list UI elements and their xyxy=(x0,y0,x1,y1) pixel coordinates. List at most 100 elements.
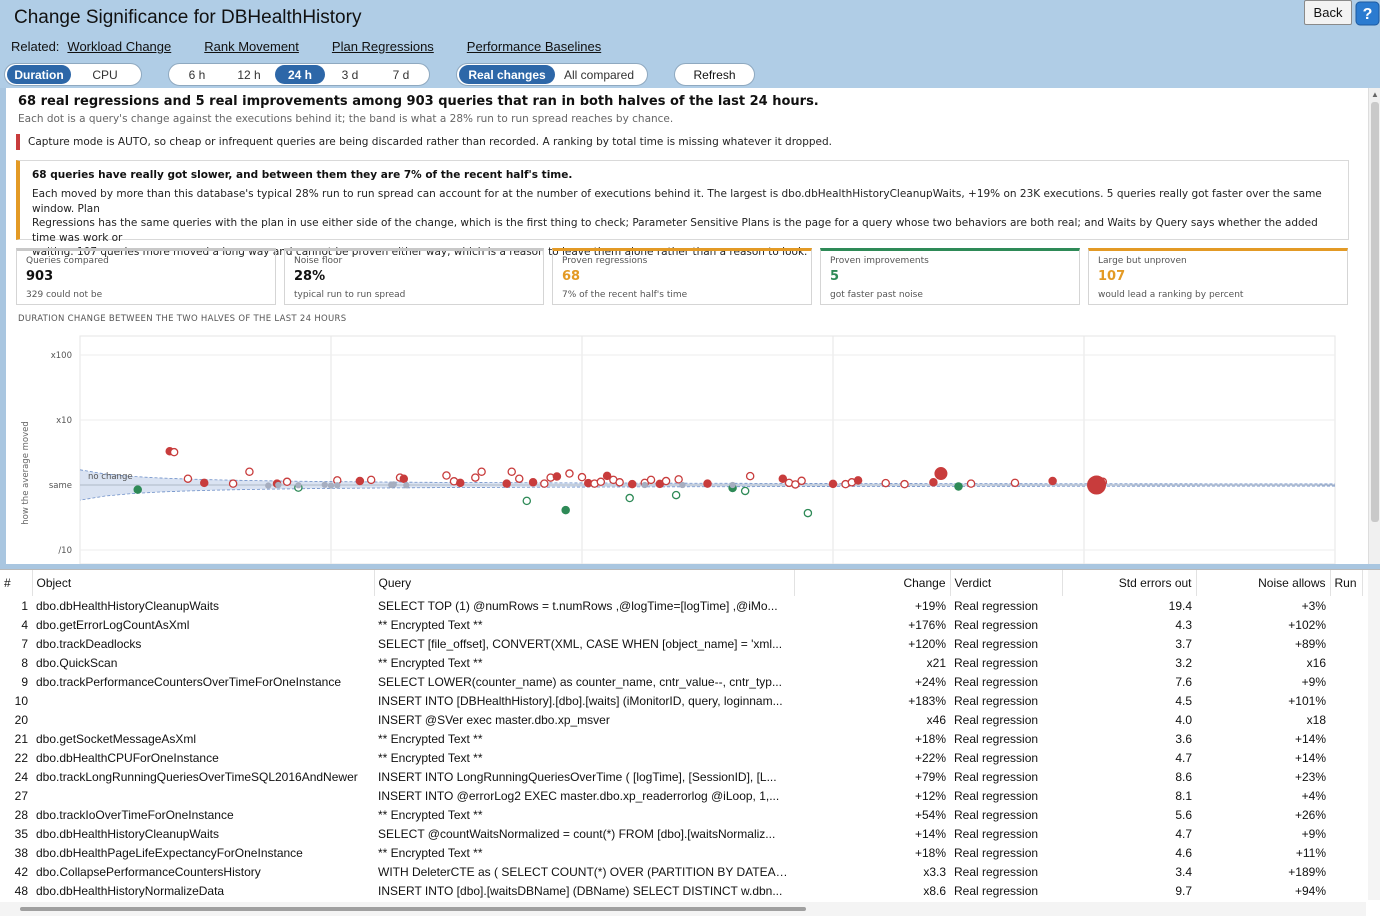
y-tick-label: x10 xyxy=(56,416,72,426)
regression-point xyxy=(245,467,254,476)
column-header[interactable]: Std errors out xyxy=(1062,570,1197,596)
column-header[interactable]: Object xyxy=(32,570,375,596)
refresh-button[interactable]: Refresh xyxy=(674,63,755,86)
link-workload-change[interactable]: Workload Change xyxy=(67,39,172,54)
scroll-thumb[interactable] xyxy=(1371,102,1379,522)
table-row[interactable]: 48 dbo.dbHealthHistoryNormalizeData INSERT… xyxy=(0,881,1362,900)
table-row[interactable]: 24 dbo.trackLongRunningQueriesOverTimeSQL… xyxy=(0,767,1362,786)
table-cell: 24 xyxy=(14,769,28,784)
table-scrollbar[interactable] xyxy=(1368,570,1380,900)
related-label: Related: xyxy=(11,39,60,54)
toggle-cpu[interactable]: CPU xyxy=(92,67,118,82)
regression-point xyxy=(1087,475,1107,495)
card-proven-improvements: Proven improvements 5 got faster past no… xyxy=(820,248,1080,305)
regression-point xyxy=(661,476,671,486)
toggle-3d[interactable]: 3 d xyxy=(341,67,359,82)
table-row[interactable]: 35 dbo.dbHealthHistoryCleanupWaits SELECT … xyxy=(0,824,1362,843)
toggle-duration[interactable]: Duration xyxy=(7,65,71,84)
table-cell: x16 xyxy=(1306,655,1326,670)
regression-point xyxy=(828,479,838,489)
table-cell: 4.3 xyxy=(1175,617,1192,632)
table-row[interactable]: 38 dbo.dbHealthPageLifeExpectancyForOneIn… xyxy=(0,843,1362,862)
regression-point xyxy=(456,478,465,488)
table-cell: +9% xyxy=(1301,826,1326,841)
table-cell xyxy=(1330,615,1362,634)
table-cell: +14% xyxy=(1294,731,1326,746)
toggle-7d[interactable]: 7 d xyxy=(392,67,410,82)
link-rank-movement[interactable]: Rank Movement xyxy=(204,39,299,54)
table-cell xyxy=(1330,862,1362,881)
regression-point xyxy=(602,471,612,481)
table-row[interactable]: 28 dbo.trackIoOverTimeForOneInstance ** En… xyxy=(0,805,1362,824)
table-cell: 3.2 xyxy=(1175,655,1192,670)
column-header[interactable]: Query xyxy=(374,570,795,596)
results-table-panel: # Object Query Change Verdict Std errors out N… xyxy=(0,569,1380,917)
improvement-point xyxy=(133,485,142,494)
scroll-up-icon[interactable]: ▲ xyxy=(1371,90,1379,99)
table-row[interactable]: 42 dbo.CollapsePerformanceCountersHistory… xyxy=(0,862,1362,881)
callout-title: 68 queries have really got slower, and b… xyxy=(32,169,573,181)
column-header[interactable]: Change xyxy=(794,570,951,596)
table-row[interactable]: 9 dbo.trackPerformanceCountersOverTimeFor… xyxy=(0,672,1362,691)
link-performance-baselines[interactable]: Performance Baselines xyxy=(466,39,602,54)
link-plan-regressions[interactable]: Plan Regressions xyxy=(331,39,434,54)
table-cell: 21 xyxy=(14,731,28,746)
hscroll-thumb[interactable] xyxy=(20,907,806,911)
neutral-point xyxy=(390,481,397,488)
table-row[interactable]: 27 INSERT INTO @errorLog2 EXEC master.dbo… xyxy=(0,786,1362,805)
regression-point xyxy=(646,475,656,485)
table-cell: +26% xyxy=(1294,807,1326,822)
toggle-real-changes[interactable]: Real changes xyxy=(459,65,555,84)
content-scrollbar[interactable]: ▲ xyxy=(1368,88,1380,564)
table-horizontal-scrollbar[interactable] xyxy=(0,902,1366,916)
table-cell xyxy=(1330,653,1362,672)
table-cell: Real regression xyxy=(954,883,1039,898)
card-label: Proven regressions xyxy=(562,256,648,266)
toggle-all-compared[interactable]: All compared xyxy=(563,67,635,82)
toggle-6h[interactable]: 6 h xyxy=(188,67,206,82)
table-row[interactable]: 7 dbo.trackDeadlocks SELECT [file_offset],… xyxy=(0,634,1362,653)
table-cell: SELECT LOWER(counter_name) as counter_na… xyxy=(378,674,782,689)
table-row[interactable]: 20 INSERT @SVer exec master.dbo.xp_msver x… xyxy=(0,710,1362,729)
table-row[interactable]: 1 dbo.dbHealthHistoryCleanupWaits SELECT T… xyxy=(0,596,1362,615)
table-cell: dbo.QuickScan xyxy=(36,655,118,670)
y-axis-label: how the average moved xyxy=(21,421,31,525)
table-cell: 1 xyxy=(21,598,28,613)
filter-toggle: Real changes All compared xyxy=(456,63,648,86)
table-cell: INSERT INTO @errorLog2 EXEC master.dbo.x… xyxy=(378,788,780,803)
neutral-point xyxy=(679,481,686,489)
regression-point xyxy=(881,478,890,488)
back-button[interactable]: Back xyxy=(1304,0,1352,25)
card-sub: typical run to run spread xyxy=(294,290,406,300)
table-row[interactable]: 21 dbo.getSocketMessageAsXml ** Encrypted … xyxy=(0,729,1362,748)
table-cell: INSERT INTO [DBHealthHistory].[dbo].[wai… xyxy=(378,693,783,708)
column-header[interactable]: Verdict xyxy=(950,570,1063,596)
toggle-12h[interactable]: 12 h xyxy=(237,67,261,82)
column-header[interactable]: Run xyxy=(1330,570,1363,596)
neutral-point xyxy=(729,481,736,489)
column-header[interactable]: Noise allows xyxy=(1196,570,1331,596)
table-cell xyxy=(1330,748,1362,767)
table-cell: 20 xyxy=(14,712,28,727)
table-cell: SELECT @countWaitsNormalized = count(*) … xyxy=(378,826,776,841)
table-cell xyxy=(1330,786,1362,805)
table-row[interactable]: 8 dbo.QuickScan ** Encrypted Text ** x21 Rea… xyxy=(0,653,1362,672)
column-header[interactable]: # xyxy=(0,570,33,596)
table-cell: INSERT INTO [dbo].[waitsDBName] (DBName)… xyxy=(378,883,783,898)
regression-point xyxy=(745,471,755,481)
regression-point xyxy=(502,479,511,488)
table-cell: 35 xyxy=(14,826,28,841)
table-cell: +4% xyxy=(1301,788,1326,803)
table-row[interactable]: 4 dbo.getErrorLogCountAsXml ** Encrypted T… xyxy=(0,615,1362,634)
table-cell: +24% xyxy=(914,674,946,689)
help-icon[interactable]: ? xyxy=(1355,1,1380,26)
regression-point xyxy=(1048,476,1057,486)
summary-subline: Each dot is a query's change against the… xyxy=(18,113,674,125)
regression-point xyxy=(199,478,209,488)
table-cell: dbo.trackDeadlocks xyxy=(36,636,142,651)
toggle-24h[interactable]: 24 h xyxy=(275,65,325,84)
table-row[interactable]: 22 dbo.dbHealthCPUForOneInstance ** Encryp… xyxy=(0,748,1362,767)
table-row[interactable]: 10 INSERT INTO [DBHealthHistory].[dbo].[w… xyxy=(0,691,1362,710)
capture-mode-warning: Capture mode is AUTO, so cheap or infreq… xyxy=(16,134,832,150)
regression-point xyxy=(627,479,637,489)
